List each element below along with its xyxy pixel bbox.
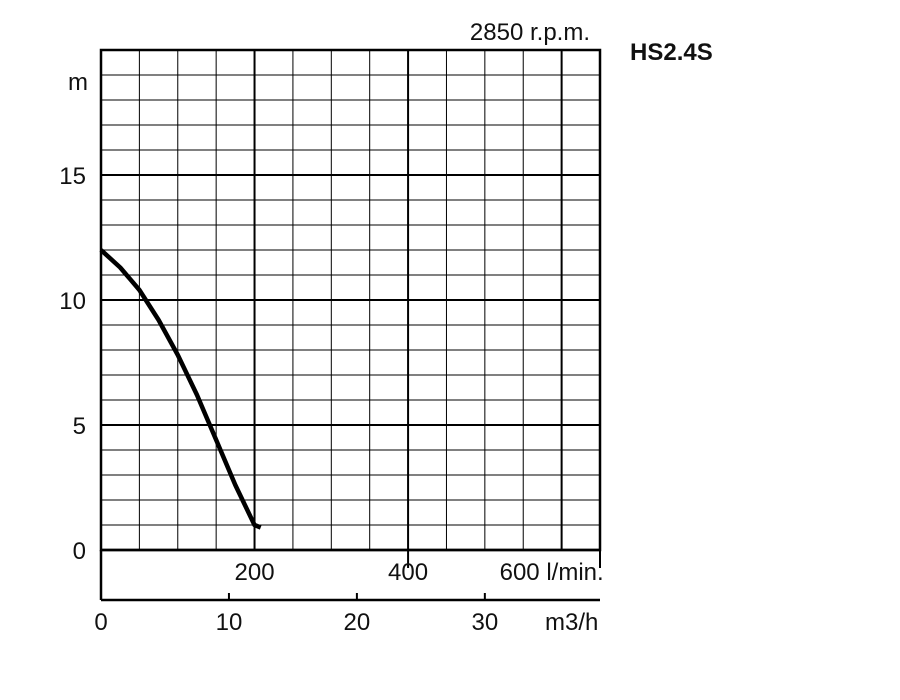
x-tick-label-m3h: 20 <box>344 609 371 636</box>
y-tick-label: 5 <box>73 413 86 440</box>
model-label: HS2.4S <box>630 39 713 66</box>
x-tick-label-m3h: 30 <box>471 609 498 636</box>
x-tick-labels-m3h: 0 10 20 30 <box>94 609 498 636</box>
curve-layer <box>99 248 262 530</box>
m3h-unit-label: m3/h <box>545 609 598 636</box>
x-tick-label-lmin: 600 l/min. <box>500 559 604 586</box>
y-axis-unit-label: m <box>68 69 88 96</box>
x-tick-label-m3h: 10 <box>216 609 243 636</box>
y-tick-label: 10 <box>59 288 86 315</box>
x-tick-labels-lmin: 200 400 600 l/min. <box>235 559 604 586</box>
y-tick-label: 15 <box>59 163 86 190</box>
rpm-label: 2850 r.p.m. <box>470 19 590 46</box>
x-tick-label-lmin: 400 <box>388 559 428 586</box>
y-tick-labels: 0 5 10 15 <box>59 163 86 565</box>
pump-curve-line <box>99 248 262 530</box>
y-tick-label: 0 <box>73 538 86 565</box>
grid-major <box>101 50 600 550</box>
plot-frame <box>99 48 602 602</box>
x-tick-label-lmin: 200 <box>235 559 275 586</box>
x-tick-label-m3h: 0 <box>94 609 107 636</box>
